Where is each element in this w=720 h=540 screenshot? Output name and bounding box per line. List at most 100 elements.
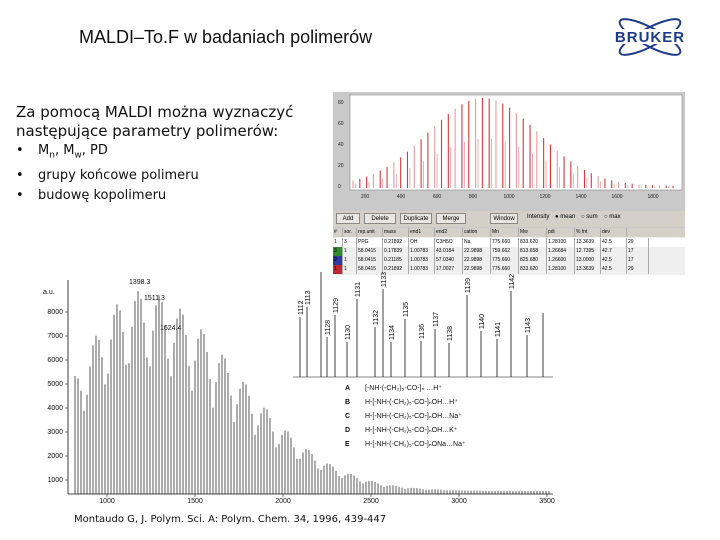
structure-formula: H-[-NH-(-CH₂)₅-CO-]ₙONa…Na⁺	[365, 441, 466, 448]
y-tick-label: 60	[338, 121, 344, 127]
bullet-mn-mw-pd: Mn, Mw, PD	[16, 141, 199, 166]
structure-letter: B	[345, 399, 350, 406]
table-row[interactable]: 1 1 58.0415 0.21892 1.00783 17.0027 22.9898 775…	[333, 265, 685, 274]
zoom-peak-label: 1112	[298, 300, 305, 315]
table-cell: 759.662	[491, 247, 519, 256]
table-cell: 775.660	[491, 265, 519, 274]
table-cell: 58.0415	[357, 256, 383, 265]
zoom-peak-label: 1142	[509, 274, 516, 289]
distribution-bars	[352, 98, 674, 188]
table-row[interactable]: 3 1 58.0415 0.17839 1.00783 43.0184 22.9898 759…	[333, 247, 685, 256]
structure-formula: H-[-NH-(-CH₂)₅-CO-]ₙOH…H⁺	[365, 399, 458, 406]
duplicate-button[interactable]: Duplicate	[400, 213, 432, 224]
structure-formula: [-NH-(-CH₂)₅-CO-]ₙ …H⁺	[365, 385, 442, 392]
zoom-peak-label: 1131	[355, 282, 362, 297]
table-cell: 0.21185	[383, 256, 409, 265]
merge-button[interactable]: Merge	[436, 213, 466, 224]
zoom-peak-label: 1113	[305, 290, 312, 305]
sum-radio[interactable]: ○ sum	[581, 214, 598, 220]
y-tick-label: 8000	[47, 309, 63, 316]
zoom-peak-labels: 1112111311141128112911301131113211331134…	[298, 272, 532, 341]
table-cell: 42.7	[601, 247, 627, 256]
table-cell: end2	[435, 228, 463, 237]
zoom-peak-label: 1139	[465, 278, 472, 293]
y-tick-label: 6000	[47, 357, 63, 364]
zoom-peak-label: 1141	[495, 322, 502, 337]
x-tick-label: 1800	[647, 194, 658, 200]
table-cell: 1.00783	[409, 265, 435, 274]
table-cell: 58.0415	[357, 247, 383, 256]
x-tick-label: 2500	[363, 498, 379, 504]
window-button[interactable]: Window	[490, 213, 518, 224]
structure-legend: A [-NH-(-CH₂)₅-CO-]ₙ …H⁺ B H-[-NH-(-CH₂)₅-C…	[345, 385, 466, 448]
table-cell: 1	[343, 247, 357, 256]
y-tick-label: 2000	[47, 453, 63, 460]
table-selector-row[interactable]: 1 3 PPG 0.21892 OH C3H5O Na 775.660 833.620 1.281…	[333, 238, 685, 247]
zoom-inset: 1112111311141128112911301131113211331134…	[293, 272, 555, 380]
table-cell: 13.0000	[575, 256, 601, 265]
x-tick-label: 1600	[611, 194, 622, 200]
table-cell: 833.620	[519, 265, 547, 274]
zoom-peak-label: 1143	[525, 318, 532, 333]
zoom-peaks	[293, 272, 553, 378]
table-cell: pdi	[547, 228, 575, 237]
structure-letter: A	[345, 385, 350, 392]
zoom-peak-label: 1130	[345, 325, 352, 340]
x-tick-label: 1000	[503, 194, 514, 200]
mean-radio[interactable]: ● mean	[555, 214, 576, 220]
table-cell: 1	[333, 238, 343, 247]
x-axis-ticks: 1000 1500 2000 2500 3000 3500	[99, 494, 555, 504]
table-cell: 29	[627, 265, 649, 274]
main-spectrum: a.u. 8000 7000 6000 5000 4000 3000 2000 1000 10…	[43, 279, 555, 504]
table-cell: 12.7395	[575, 247, 601, 256]
zoom-peak-label: 1128	[325, 320, 332, 335]
table-cell: 1	[343, 256, 357, 265]
y-tick-label: 40	[338, 142, 344, 148]
table-cell: C3H5O	[435, 238, 463, 247]
table-cell: 1	[343, 265, 357, 274]
structure-letter: E	[345, 441, 350, 448]
max-radio[interactable]: ○ max	[604, 214, 621, 220]
y-tick-label: 0	[338, 184, 341, 190]
table-cell: 1.28100	[547, 238, 575, 247]
structure-letter: D	[345, 427, 350, 434]
add-button[interactable]: Add	[336, 213, 360, 224]
table-cell: mass	[383, 228, 409, 237]
results-table: # sor. rep.unit mass end1 end2 cation Mn Mw pdi% …	[333, 228, 685, 275]
table-cell: 42.5	[601, 238, 627, 247]
peak-label: 1511.3	[144, 295, 165, 302]
table-cell: 42.5	[601, 256, 627, 265]
y-axis-ticks: 8000 7000 6000 5000 4000 3000 2000 1000	[47, 309, 68, 484]
table-cell: 1.28100	[547, 265, 575, 274]
zoom-peak-label: 1136	[419, 324, 426, 339]
structure-formula: H-[-NH-(-CH₂)₅-CO-]ₙOH…K⁺	[365, 427, 458, 434]
table-cell: 2	[333, 256, 343, 265]
parameter-list: Mn, Mw, PD grupy końcowe polimeru budowę…	[16, 141, 199, 206]
x-tick-label: 1200	[539, 194, 550, 200]
table-cell: 17	[627, 247, 649, 256]
polymerix-screenshot: 80 60 40 20 0 200 400 600 800 1000 1200 1400 1600 18…	[333, 92, 685, 275]
x-tick-label: 1500	[187, 498, 203, 504]
table-cell: 0.21892	[383, 238, 409, 247]
table-cell: 13.3639	[575, 265, 601, 274]
delete-button[interactable]: Delete	[364, 213, 396, 224]
structure-letter: C	[345, 413, 350, 420]
zoom-peak-label: 1132	[373, 310, 380, 325]
table-cell: #	[333, 228, 343, 237]
y-tick-label: 1000	[47, 477, 63, 484]
table-row[interactable]: 2 1 58.0415 0.21185 1.00783 57.0340 22.9898 775…	[333, 256, 685, 265]
zoom-peak-label: 1140	[479, 314, 486, 329]
intro-line-2: następujące parametry polimerów:	[16, 122, 279, 140]
intro-text: Za pomocą MALDI można wyznaczyć następuj…	[16, 103, 293, 141]
zoom-peak-label: 1133	[381, 272, 388, 287]
y-tick-label: 7000	[47, 333, 63, 340]
table-cell: dev	[601, 228, 627, 237]
peak-label: 1624.4	[160, 325, 182, 332]
citation: Montaudo G, J. Polym. Sci. A: Polym. Che…	[74, 514, 387, 525]
bullet-end-groups: grupy końcowe polimeru	[16, 166, 199, 186]
table-cell: sor.	[343, 228, 357, 237]
y-tick-label: 80	[338, 100, 344, 106]
table-cell: 1	[333, 265, 343, 274]
y-tick-label: 3000	[47, 429, 63, 436]
